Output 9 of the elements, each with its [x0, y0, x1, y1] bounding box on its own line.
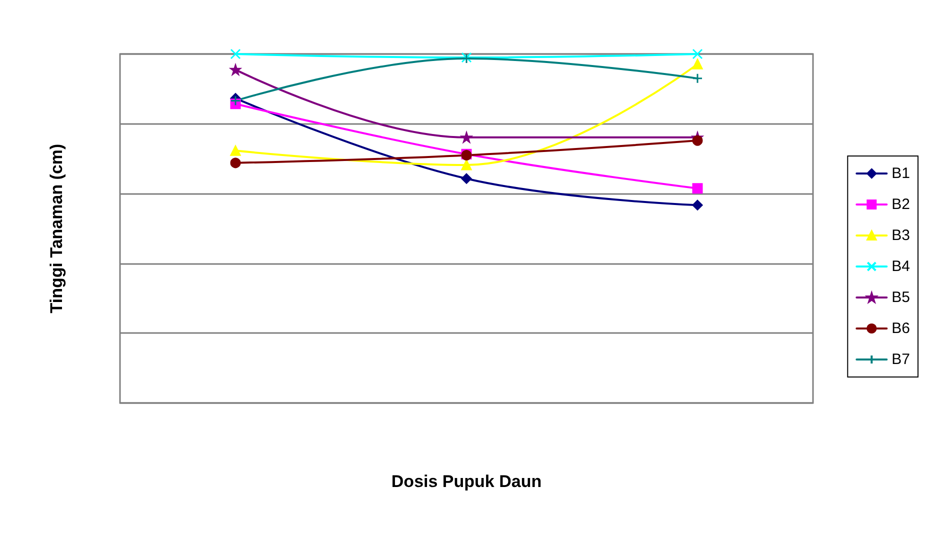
legend-label: B1: [892, 165, 910, 182]
x-axis-title: Dosis Pupuk Daun: [391, 472, 542, 491]
y-axis-title: Tinggi Tanaman (cm): [47, 144, 66, 314]
legend-label: B6: [892, 320, 910, 337]
legend-label: B4: [892, 258, 910, 275]
legend-label: B7: [892, 351, 910, 368]
legend-label: B3: [892, 227, 910, 244]
legend-label: B5: [892, 289, 910, 306]
legend-label: B2: [892, 196, 910, 213]
